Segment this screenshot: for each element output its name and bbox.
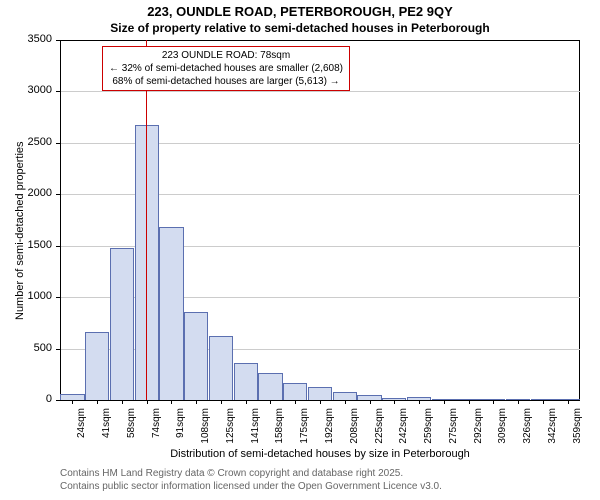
x-tick-label: 292sqm — [473, 408, 484, 454]
x-tick-label: 24sqm — [76, 408, 87, 454]
y-tick-label: 3500 — [0, 33, 52, 45]
x-tick-label: 74sqm — [151, 408, 162, 454]
x-tick-label: 175sqm — [299, 408, 310, 454]
y-tick-label: 0 — [0, 393, 52, 405]
annotation-line-1: 223 OUNDLE ROAD: 78sqm — [109, 49, 343, 62]
bar — [283, 383, 307, 400]
bar — [184, 312, 208, 400]
x-tick — [97, 400, 98, 404]
x-tick — [444, 400, 445, 404]
annotation-box: 223 OUNDLE ROAD: 78sqm← 32% of semi-deta… — [102, 46, 350, 91]
x-tick — [320, 400, 321, 404]
annotation-line-2: ← 32% of semi-detached houses are smalle… — [109, 62, 343, 75]
x-tick-label: 158sqm — [274, 408, 285, 454]
x-tick-label: 58sqm — [126, 408, 137, 454]
x-tick-label: 309sqm — [497, 408, 508, 454]
y-tick-label: 1500 — [0, 239, 52, 251]
x-tick-label: 192sqm — [324, 408, 335, 454]
x-tick-label: 91sqm — [175, 408, 186, 454]
x-tick — [270, 400, 271, 404]
x-tick — [246, 400, 247, 404]
x-tick-label: 359sqm — [572, 408, 583, 454]
x-tick-label: 242sqm — [398, 408, 409, 454]
x-tick — [295, 400, 296, 404]
x-tick-label: 125sqm — [225, 408, 236, 454]
bar — [333, 392, 357, 400]
x-tick — [221, 400, 222, 404]
x-tick — [72, 400, 73, 404]
y-tick-label: 500 — [0, 342, 52, 354]
x-tick — [196, 400, 197, 404]
property-marker-line — [146, 40, 147, 400]
y-tick-label: 1000 — [0, 290, 52, 302]
x-tick — [394, 400, 395, 404]
gridline — [60, 91, 580, 92]
y-tick-label: 2500 — [0, 136, 52, 148]
x-tick-label: 208sqm — [349, 408, 360, 454]
bar — [258, 373, 282, 400]
x-tick — [469, 400, 470, 404]
x-tick — [518, 400, 519, 404]
x-tick — [568, 400, 569, 404]
x-tick-label: 141sqm — [250, 408, 261, 454]
x-tick — [345, 400, 346, 404]
footer-line-1: Contains HM Land Registry data © Crown c… — [60, 468, 403, 479]
x-tick — [122, 400, 123, 404]
bar — [308, 387, 332, 400]
footer-line-2: Contains public sector information licen… — [60, 481, 442, 492]
bar — [234, 363, 258, 400]
x-tick-label: 108sqm — [200, 408, 211, 454]
x-tick-label: 225sqm — [374, 408, 385, 454]
x-tick — [147, 400, 148, 404]
bar — [110, 248, 134, 400]
chart-container: 223, OUNDLE ROAD, PETERBOROUGH, PE2 9QY … — [0, 0, 600, 500]
chart-title: 223, OUNDLE ROAD, PETERBOROUGH, PE2 9QY — [0, 0, 600, 19]
x-tick — [543, 400, 544, 404]
x-tick-label: 259sqm — [423, 408, 434, 454]
x-tick — [419, 400, 420, 404]
bar — [85, 332, 109, 400]
bar — [159, 227, 183, 400]
chart-subtitle: Size of property relative to semi-detach… — [0, 21, 600, 35]
x-tick-label: 41sqm — [101, 408, 112, 454]
bar — [209, 336, 233, 400]
annotation-line-3: 68% of semi-detached houses are larger (… — [109, 75, 343, 88]
x-tick — [370, 400, 371, 404]
x-tick-label: 342sqm — [547, 408, 558, 454]
x-tick — [171, 400, 172, 404]
y-tick-label: 3000 — [0, 84, 52, 96]
x-tick — [493, 400, 494, 404]
x-tick-label: 275sqm — [448, 408, 459, 454]
x-tick-label: 326sqm — [522, 408, 533, 454]
y-axis-line — [60, 40, 61, 400]
y-tick-label: 2000 — [0, 187, 52, 199]
